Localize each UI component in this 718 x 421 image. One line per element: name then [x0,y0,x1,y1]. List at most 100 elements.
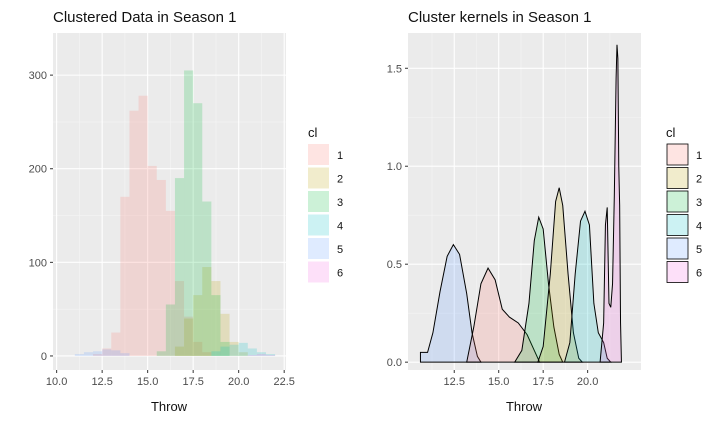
y-tick-label: 300 [29,70,47,82]
x-axis-label: Throw [506,399,543,414]
bar-cl-4 [238,342,248,356]
x-tick-label: 22.5 [273,376,294,388]
bar-cl-4 [247,348,257,356]
legend-label-3: 3 [337,197,343,209]
bar-cl-3 [174,178,185,356]
bar-cl-1 [193,341,203,356]
bar-cl-3 [165,304,175,356]
x-axis-ticks: 12.5 15.0 17.5 20.0 [444,370,598,388]
bar-cl-2 [211,281,221,356]
bar-cl-3 [184,70,194,356]
chart-title: Clustered Data in Season 1 [53,9,236,26]
bar-cl-1 [156,179,166,356]
y-tick-label: 1.5 [387,63,402,75]
legend: 1 2 3 4 5 6 [666,143,702,283]
x-tick-label: 17.5 [182,376,203,388]
y-tick-label: 0.0 [387,357,402,369]
bar-cl-2 [229,341,239,356]
histogram-chart: Clustered Data in Season 1 10.0 12.5 15.0 1… [29,9,343,414]
legend-label-4: 4 [337,221,343,233]
x-tick-label: 20.0 [577,376,598,388]
bar-cl-4 [229,344,239,356]
bar-cl-2 [184,318,194,356]
bar-cl-6 [247,355,257,356]
x-tick-label: 20.0 [228,376,249,388]
x-axis-ticks: 10.0 12.5 15.0 17.5 20.0 22.5 [46,370,295,388]
legend-label-5: 5 [337,244,343,256]
bar-cl-5 [74,354,84,356]
legend-label-3: 3 [696,197,702,209]
bar-cl-4 [211,351,221,356]
bar-cl-3 [193,103,203,356]
density-area-cl-4 [563,209,612,363]
density-layer [419,44,622,363]
y-tick-label: 0.5 [387,259,402,271]
bar-cl-5 [120,353,130,356]
legend-swatch-5 [666,237,689,260]
legend-title: cl [666,125,676,140]
density-area-cl-5 [419,243,482,363]
legend-swatch-4 [308,214,329,236]
bar-cl-4 [220,346,230,356]
legend-swatch-6 [308,261,329,283]
x-axis-label: Throw [151,399,188,414]
bar-cl-4 [256,352,266,356]
y-tick-label: 200 [29,164,47,176]
plot-panel [408,33,641,370]
legend-label-1: 1 [337,150,343,162]
legend-label-2: 2 [337,174,343,186]
legend-swatch-1 [666,143,689,166]
bar-layer [74,70,276,356]
plot-panel [53,33,286,370]
bar-cl-2 [174,346,185,356]
x-tick-label: 15.0 [137,376,158,388]
bar-cl-6 [265,355,276,356]
bar-cl-3 [202,201,212,356]
legend-swatch-6 [666,261,689,283]
bar-cl-3 [211,295,221,356]
x-tick-label: 12.5 [444,376,465,388]
legend-swatch-5 [308,238,329,259]
legend-label-4: 4 [696,221,702,233]
x-tick-label: 17.5 [532,376,553,388]
legend-label-6: 6 [337,268,343,280]
y-tick-label: 100 [29,257,47,269]
bar-cl-1 [138,95,148,356]
legend-label-5: 5 [696,244,702,256]
bar-cl-1 [147,165,157,356]
bar-cl-3 [156,351,166,356]
bar-cl-5 [93,351,103,356]
bar-cl-2 [202,267,212,356]
density-area-cl-1 [466,267,541,363]
density-area-cl-2 [537,187,584,363]
legend-swatch-2 [308,167,329,189]
bar-cl-6 [256,354,266,356]
bar-cl-5 [111,350,121,356]
chart-title: Cluster kernels in Season 1 [408,9,591,26]
legend-swatch-1 [308,144,329,165]
bar-cl-1 [93,354,103,356]
density-chart: Cluster kernels in Season 1 12.5 15.0 17.5… [387,9,702,414]
legend-label-6: 6 [696,268,702,280]
bar-cl-1 [129,110,139,356]
bar-cl-3 [220,341,230,356]
x-tick-label: 10.0 [46,376,67,388]
bar-cl-1 [120,196,130,356]
legend-title: cl [308,125,318,140]
legend-label-1: 1 [696,150,702,162]
x-tick-label: 15.0 [488,376,509,388]
legend-swatch-3 [308,191,329,212]
bar-cl-2 [238,352,248,356]
legend-swatch-4 [666,214,689,236]
bar-cl-2 [193,295,203,356]
bar-cl-1 [165,210,175,356]
y-axis-ticks: 0.0 0.5 1.0 1.5 [387,63,408,369]
bar-cl-5 [102,349,112,356]
bar-cl-1 [184,316,194,356]
legend-swatch-3 [666,190,689,213]
grid-lines [53,33,286,370]
x-tick-label: 12.5 [91,376,112,388]
y-axis-ticks: 0 100 200 300 [29,70,53,363]
bar-cl-4 [265,354,276,356]
